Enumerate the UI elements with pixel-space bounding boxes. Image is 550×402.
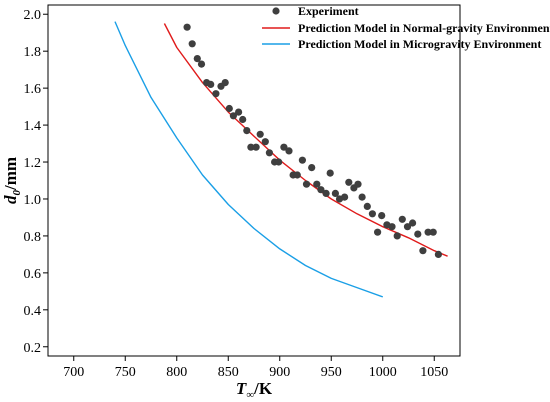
data-point [280, 143, 288, 151]
data-point [265, 149, 273, 157]
data-point [256, 130, 264, 138]
legend-label-experiment: Experiment [298, 4, 359, 18]
data-point [429, 228, 437, 236]
data-point [193, 55, 201, 63]
x-axis-title-subscript: ∞ [246, 389, 254, 401]
y-axis-title-unit: /mm [1, 157, 20, 191]
data-point [403, 223, 412, 231]
y-tick-label: 1.2 [24, 156, 42, 171]
axes: 700 750 800 850 900 950 1000 1050 0.2 0.4 0.6 0.8 1.… [24, 8, 449, 380]
data-point [326, 169, 334, 177]
data-point [434, 250, 442, 258]
data-point [207, 80, 215, 88]
data-point [188, 40, 196, 48]
data-point [374, 228, 382, 236]
y-tick-label: 0.8 [24, 230, 42, 245]
data-point [345, 178, 353, 186]
data-point [235, 108, 243, 116]
data-point [363, 202, 371, 210]
y-axis-title: d0/mm [1, 157, 23, 204]
data-point [302, 180, 311, 188]
data-point [322, 189, 330, 197]
data-point [308, 164, 316, 172]
data-point [275, 158, 283, 166]
data-point [261, 138, 269, 146]
y-tick-label: 1.8 [24, 45, 42, 60]
x-axis-title-symbol: T [236, 379, 247, 398]
plot-frame [47, 4, 461, 357]
data-point [398, 215, 406, 223]
data-point [298, 156, 306, 164]
data-point [313, 180, 321, 188]
data-point [409, 219, 417, 227]
series-line-prediction-model-in-microgravity-environment [114, 21, 384, 298]
x-tick-label: 950 [321, 365, 342, 380]
series-line-prediction-model-in-normal-gravity-environment [163, 23, 448, 257]
x-tick-label: 800 [166, 365, 187, 380]
data-point [358, 193, 366, 201]
legend: Experiment Prediction Model in Normal-gr… [262, 4, 550, 51]
data-point [368, 210, 376, 218]
data-point [239, 115, 247, 124]
x-tick-label: 1000 [369, 365, 397, 380]
y-axis-title-subscript: 0 [11, 190, 23, 196]
data-point [247, 143, 255, 151]
y-tick-label: 0.2 [24, 341, 42, 356]
y-tick-label: 1.6 [24, 82, 42, 97]
x-tick-label: 1050 [420, 365, 448, 380]
data-point [354, 180, 362, 188]
y-axis-title-symbol: d [1, 195, 20, 204]
x-tick-label: 900 [269, 365, 290, 380]
data-point [293, 171, 301, 179]
data-point [424, 228, 432, 236]
y-tick-label: 0.6 [24, 267, 42, 282]
data-point [225, 104, 233, 113]
data-point [229, 112, 237, 120]
y-tick-label: 1.4 [24, 119, 42, 134]
plot-area [114, 21, 448, 298]
data-point [243, 127, 251, 135]
data-point [197, 60, 206, 68]
data-point [317, 186, 325, 194]
data-point [212, 90, 220, 98]
legend-marker-experiment [272, 7, 280, 15]
legend-label-normal-gravity: Prediction Model in Normal-gravity Envir… [298, 21, 550, 35]
y-tick-label: 1.0 [24, 193, 42, 208]
x-axis-title-unit: /K [253, 379, 273, 398]
data-point [252, 143, 260, 151]
data-point [221, 79, 229, 87]
data-point [419, 247, 427, 255]
data-point [341, 193, 349, 201]
x-tick-label: 750 [115, 365, 136, 380]
data-point [393, 232, 401, 240]
y-tick-label: 0.4 [24, 304, 42, 319]
data-point [331, 189, 339, 197]
data-point [414, 230, 422, 238]
data-point [388, 223, 396, 231]
y-tick-label: 2.0 [24, 8, 42, 23]
legend-label-microgravity: Prediction Model in Microgravity Environ… [298, 37, 541, 51]
data-point [378, 212, 386, 220]
x-tick-label: 700 [63, 365, 84, 380]
x-axis-title: T∞/K [236, 379, 273, 401]
data-point [183, 23, 191, 31]
x-tick-label: 850 [218, 365, 239, 380]
data-point [285, 147, 293, 155]
